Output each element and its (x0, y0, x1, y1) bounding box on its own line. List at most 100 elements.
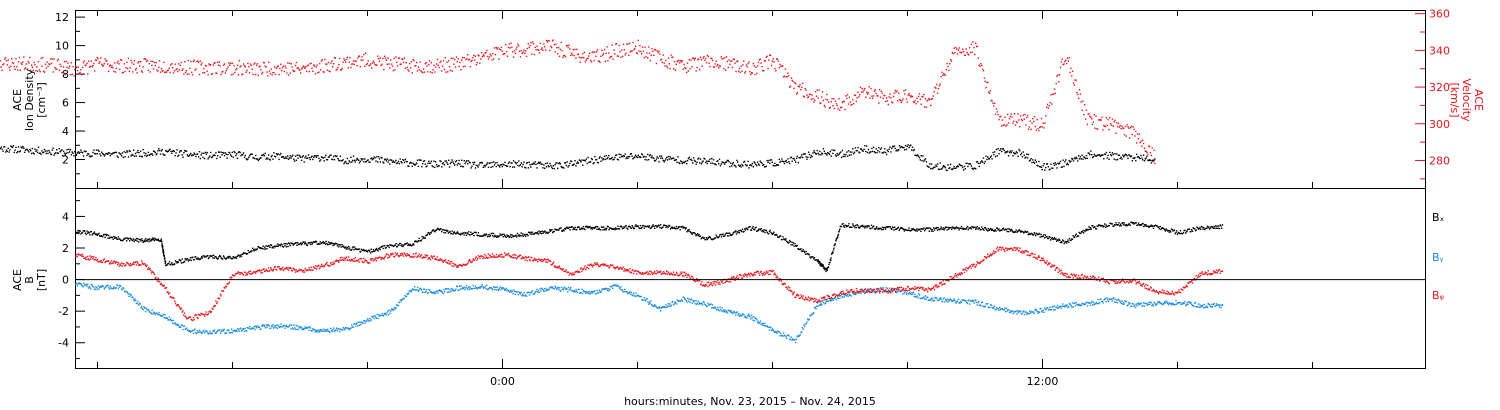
density-point (371, 159, 374, 161)
by-point (357, 321, 360, 323)
by-point (168, 316, 171, 318)
bx-point (1135, 222, 1137, 224)
velocity-point (36, 70, 39, 72)
density-point (206, 151, 208, 154)
bx-point (778, 236, 780, 238)
density-point (531, 163, 533, 166)
density-point (121, 152, 124, 154)
bx-point (1188, 228, 1190, 230)
bx-point (162, 253, 165, 255)
velocity-point (410, 61, 413, 63)
bx-point (828, 263, 830, 266)
velocity-point (310, 62, 312, 65)
velocity-point (1000, 115, 1002, 118)
bx-point (1023, 232, 1025, 234)
by-point (356, 322, 358, 324)
bx-point (381, 245, 384, 247)
density-point (215, 152, 217, 154)
bx-point (1119, 223, 1122, 226)
velocity-point (384, 57, 387, 59)
by-point (325, 329, 327, 331)
bx-point (1031, 233, 1033, 235)
velocity-point (1037, 127, 1039, 130)
velocity-point (274, 73, 277, 76)
velocity-point (430, 62, 433, 64)
density-point (251, 153, 253, 155)
density-point (179, 150, 182, 152)
velocity-point (344, 59, 346, 61)
by-point (456, 285, 458, 287)
velocity-point (878, 102, 880, 104)
velocity-point (455, 56, 458, 58)
density-point (960, 164, 962, 167)
density-point (478, 164, 480, 166)
bx-point (1209, 228, 1211, 230)
density-point (952, 167, 954, 170)
density-point (419, 159, 421, 161)
density-point (1037, 165, 1039, 167)
bx-point (333, 243, 335, 245)
velocity-point (1142, 139, 1144, 141)
by-point (129, 293, 131, 295)
by-point (513, 289, 515, 291)
density-point (208, 156, 210, 159)
density-point (167, 150, 169, 152)
velocity-point (402, 58, 404, 60)
by-point (263, 324, 265, 326)
density-point (211, 156, 214, 158)
velocity-point (808, 93, 811, 96)
velocity-point (628, 42, 631, 44)
bx-point (426, 233, 429, 236)
density-point (398, 162, 401, 165)
density-point (937, 168, 940, 170)
velocity-point (218, 61, 221, 63)
density-point (615, 154, 618, 156)
bx-point (249, 251, 251, 253)
density-point (589, 161, 592, 163)
density-point (718, 158, 721, 160)
velocity-point (932, 95, 934, 97)
by-point (385, 314, 387, 316)
velocity-point (1121, 125, 1123, 127)
bx-point (321, 242, 324, 244)
density-point (479, 162, 481, 164)
bx-point (722, 233, 724, 235)
velocity-point (1071, 75, 1073, 77)
density-point (883, 151, 885, 153)
density-point (220, 151, 222, 153)
velocity-point (363, 54, 365, 56)
velocity-point (154, 64, 156, 67)
by-point (529, 292, 531, 294)
by-point (317, 331, 319, 333)
velocity-point (399, 63, 401, 66)
velocity-point (107, 63, 109, 65)
bx-point (810, 257, 812, 259)
density-point (509, 165, 511, 168)
bx-point (665, 226, 667, 229)
velocity-point (634, 47, 636, 50)
by-point (285, 325, 287, 327)
bx-point (1071, 238, 1073, 240)
bx-point (757, 229, 759, 232)
by-point (246, 330, 248, 332)
bx-point (673, 226, 675, 229)
density-point (901, 146, 903, 148)
bx-point (647, 225, 649, 227)
velocity-point (996, 111, 998, 113)
density-point (1083, 156, 1085, 158)
velocity-point (425, 62, 427, 64)
bx-point (832, 252, 834, 254)
density-point (488, 162, 491, 164)
density-point (490, 166, 492, 168)
bx-point (848, 223, 850, 225)
bx-point (805, 250, 807, 253)
density-point (759, 160, 761, 162)
bx-point (1048, 235, 1050, 238)
bx-point (1158, 226, 1160, 228)
bx-point (550, 229, 552, 231)
density-point (146, 155, 148, 157)
density-point (145, 152, 147, 155)
density-point (874, 151, 876, 154)
density-point (439, 160, 441, 162)
bx-point (401, 244, 403, 246)
